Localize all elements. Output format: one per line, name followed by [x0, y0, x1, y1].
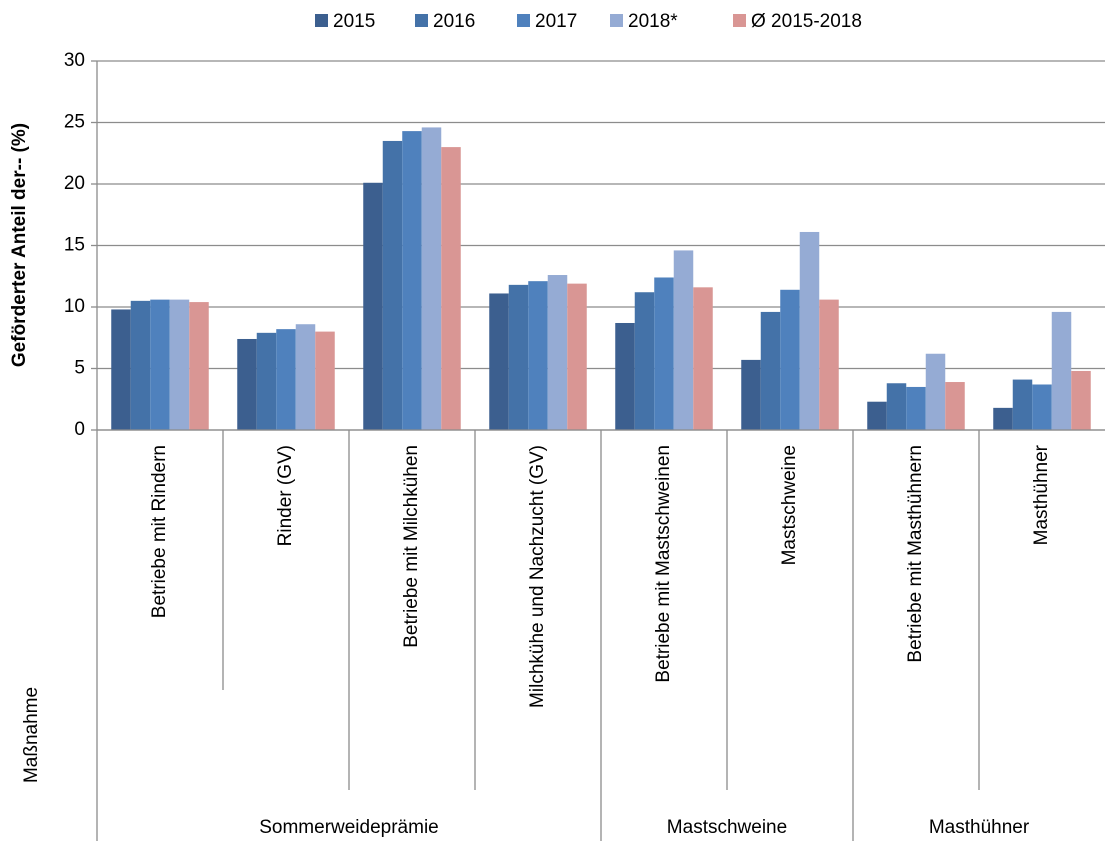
bar [634, 292, 655, 430]
bar [673, 250, 694, 430]
legend-swatch [733, 14, 746, 27]
bar [1071, 370, 1091, 430]
bar [1051, 311, 1072, 430]
legend-swatch [315, 14, 328, 27]
bar [886, 383, 907, 430]
bar [567, 283, 587, 430]
bar [741, 359, 761, 430]
bar [925, 353, 946, 430]
bar [489, 293, 509, 430]
bar [315, 331, 335, 430]
legend-label: 2018* [628, 11, 678, 32]
bar [799, 231, 820, 430]
bar [382, 140, 403, 430]
x-tick-label: Rinder (GV) [275, 445, 296, 546]
bar [906, 386, 926, 430]
x-tick-label: Milchkühe und Nachzucht (GV) [527, 445, 548, 708]
x-tick-label: Betriebe mit Rindern [149, 445, 170, 618]
x-tick-label: Betriebe mit Masthühnern [905, 445, 926, 663]
x-axis-label: Maßnahme [21, 687, 42, 783]
bar [363, 182, 383, 430]
y-tick-label: 30 [64, 50, 85, 71]
legend-swatch [517, 14, 530, 27]
bar [441, 147, 461, 430]
bar [819, 299, 839, 430]
bar [993, 407, 1013, 430]
bar [654, 277, 674, 430]
x-tick-label: Masthühner [1031, 444, 1052, 545]
bar [945, 382, 965, 430]
legend-swatch [610, 14, 623, 27]
bar [189, 302, 209, 430]
group-label: Sommerweideprämie [259, 817, 439, 838]
bar [111, 309, 131, 430]
y-tick-label: 0 [74, 419, 85, 440]
bar [693, 287, 713, 430]
y-tick-label: 25 [64, 112, 85, 133]
bar [130, 300, 151, 430]
y-tick-label: 5 [74, 358, 85, 379]
bar [760, 311, 781, 430]
legend-label: Ø 2015-2018 [751, 11, 862, 32]
y-axis-label: Geförderter Anteil der-- (%) [9, 123, 30, 367]
y-tick-label: 20 [64, 173, 85, 194]
legend-label: 2017 [535, 11, 577, 32]
bar [780, 289, 800, 430]
legend-label: 2016 [433, 11, 475, 32]
bar [1012, 379, 1033, 430]
bar [1032, 384, 1052, 430]
group-label: Masthühner [929, 817, 1030, 838]
x-tick-label: Betriebe mit Milchkühen [401, 445, 422, 648]
bar [867, 401, 887, 430]
bar [169, 299, 190, 430]
bar [528, 281, 548, 430]
bar [256, 332, 277, 430]
x-tick-label: Mastschweine [779, 445, 800, 565]
bar [295, 324, 316, 430]
bar [402, 131, 422, 431]
bar [508, 284, 529, 430]
y-tick-label: 15 [64, 235, 85, 256]
bar [547, 275, 568, 430]
bar [615, 322, 635, 430]
group-label: Mastschweine [667, 817, 787, 838]
x-tick-label: Betriebe mit Mastschweinen [653, 445, 674, 683]
legend-swatch [415, 14, 428, 27]
bar [421, 127, 442, 431]
bar [276, 329, 296, 430]
bar [150, 299, 170, 430]
y-tick-label: 10 [64, 296, 85, 317]
legend-label: 2015 [333, 11, 375, 32]
bar [237, 338, 257, 430]
